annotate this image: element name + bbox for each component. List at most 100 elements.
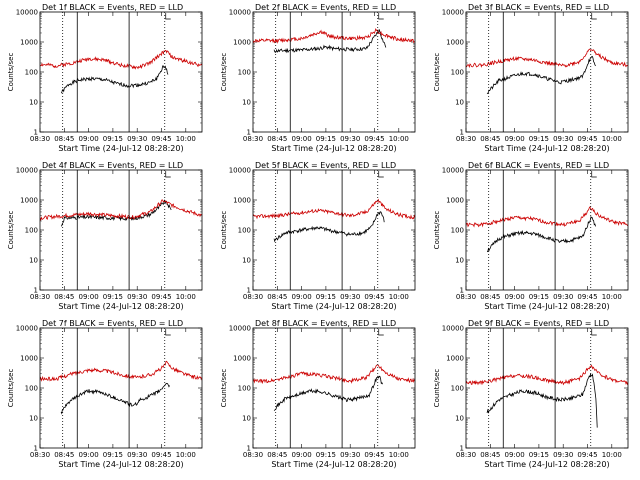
x-axis-label: Start Time (24-Jul-12 08:28:20) [484,460,609,469]
y-tick-label: 1 [34,445,38,453]
x-tick-label: 08:45 [267,293,287,301]
x-tick-label: 09:15 [103,135,123,143]
y-tick-label: 10000 [16,325,38,333]
x-tick-label: 09:45 [151,135,171,143]
chart-title: Det 4f BLACK = Events, RED = LLD [42,161,183,170]
y-axis-label: Counts/sec [220,53,228,92]
y-tick-label: 10 [242,257,251,265]
x-tick-label: 09:00 [505,293,525,301]
x-tick-label: 09:00 [505,135,525,143]
plot-frame [39,169,203,291]
plot-frame [465,169,629,291]
peak-bracket-marker [378,171,384,178]
y-axis-label: Counts/sec [220,211,228,250]
peak-bracket-marker [165,171,171,178]
chart-panel: Det 3f BLACK = Events, RED = LLD Counts/s… [433,3,629,153]
lld-series-line [40,199,202,221]
y-tick-label: 10 [455,257,464,265]
x-axis-label: Start Time (24-Jul-12 08:28:20) [271,302,396,311]
events-series-line [273,375,383,411]
peak-bracket-marker [591,329,597,336]
x-tick-label: 08:30 [243,451,263,459]
y-tick-label: 10000 [229,9,251,17]
events-series-line [273,29,387,54]
y-tick-label: 100 [25,227,38,235]
lld-series-line [40,360,202,382]
x-tick-label: 08:30 [456,451,476,459]
x-tick-label: 09:30 [340,293,360,301]
x-tick-label: 09:45 [577,293,597,301]
y-tick-label: 1 [460,129,464,137]
y-tick-label: 10000 [442,167,464,175]
x-tick-label: 08:30 [30,293,50,301]
x-axis-label: Start Time (24-Jul-12 08:28:20) [484,144,609,153]
y-tick-label: 100 [238,69,251,77]
chart-panel: Det 6f BLACK = Events, RED = LLD Counts/s… [433,161,629,311]
y-tick-label: 10000 [16,167,38,175]
x-tick-label: 10:00 [176,293,196,301]
events-series-line [486,55,596,95]
chart-title: Det 7f BLACK = Events, RED = LLD [42,319,183,328]
y-tick-label: 100 [25,69,38,77]
plot-frame [252,11,416,133]
y-tick-label: 1 [247,129,251,137]
x-tick-label: 09:30 [127,135,147,143]
lld-series-line [466,364,628,386]
chart-title: Det 9f BLACK = Events, RED = LLD [468,319,609,328]
y-tick-label: 1000 [446,39,464,47]
plot-frame [252,327,416,449]
y-tick-label: 1000 [20,39,38,47]
peak-bracket-marker [591,13,597,20]
lld-series-line [253,27,415,44]
y-tick-label: 10000 [442,9,464,17]
peak-bracket-marker [591,171,597,178]
chart-panel: Det 7f BLACK = Events, RED = LLD Counts/s… [7,319,203,469]
x-tick-label: 09:45 [364,451,384,459]
x-tick-label: 08:45 [267,135,287,143]
y-tick-label: 10 [29,99,38,107]
plot-frame [39,11,203,133]
chart-panel: Det 2f BLACK = Events, RED = LLD Counts/s… [220,3,416,153]
x-tick-label: 09:15 [316,135,336,143]
x-tick-label: 09:15 [529,451,549,459]
events-series-line [487,216,596,253]
lld-series-line [253,198,415,220]
x-tick-label: 09:45 [364,293,384,301]
x-tick-label: 09:30 [340,451,360,459]
chart-title: Det 8f BLACK = Events, RED = LLD [255,319,396,328]
y-tick-label: 100 [451,227,464,235]
y-tick-label: 1000 [20,197,38,205]
x-tick-label: 08:45 [54,451,74,459]
peak-bracket-marker [378,329,384,336]
y-axis-label: Counts/sec [433,211,441,250]
chart-title: Det 3f BLACK = Events, RED = LLD [468,3,609,12]
x-axis-label: Start Time (24-Jul-12 08:28:20) [271,460,396,469]
x-tick-label: 10:00 [602,293,622,301]
y-axis-label: Counts/sec [7,369,15,408]
y-axis-label: Counts/sec [433,369,441,408]
x-tick-label: 10:00 [389,293,409,301]
y-tick-label: 100 [238,227,251,235]
chart-title: Det 1f BLACK = Events, RED = LLD [42,3,183,12]
chart-panel: Det 9f BLACK = Events, RED = LLD Counts/s… [433,319,629,469]
y-tick-label: 1000 [446,355,464,363]
x-axis-label: Start Time (24-Jul-12 08:28:20) [271,144,396,153]
x-tick-label: 09:15 [316,451,336,459]
peak-bracket-marker [165,329,171,336]
x-tick-label: 09:30 [340,135,360,143]
x-tick-label: 08:30 [30,135,50,143]
x-tick-label: 09:00 [505,451,525,459]
y-tick-label: 10 [242,99,251,107]
y-tick-label: 10000 [442,325,464,333]
lld-series-line [253,364,415,385]
x-tick-label: 10:00 [176,451,196,459]
chart-panel: Det 1f BLACK = Events, RED = LLD Counts/s… [7,3,203,153]
plot-frame [39,327,203,449]
y-tick-label: 10 [29,415,38,423]
events-series-line [60,382,170,415]
x-tick-label: 08:30 [30,451,50,459]
x-tick-label: 08:30 [243,135,263,143]
y-tick-label: 1 [34,129,38,137]
plot-frame [465,327,629,449]
